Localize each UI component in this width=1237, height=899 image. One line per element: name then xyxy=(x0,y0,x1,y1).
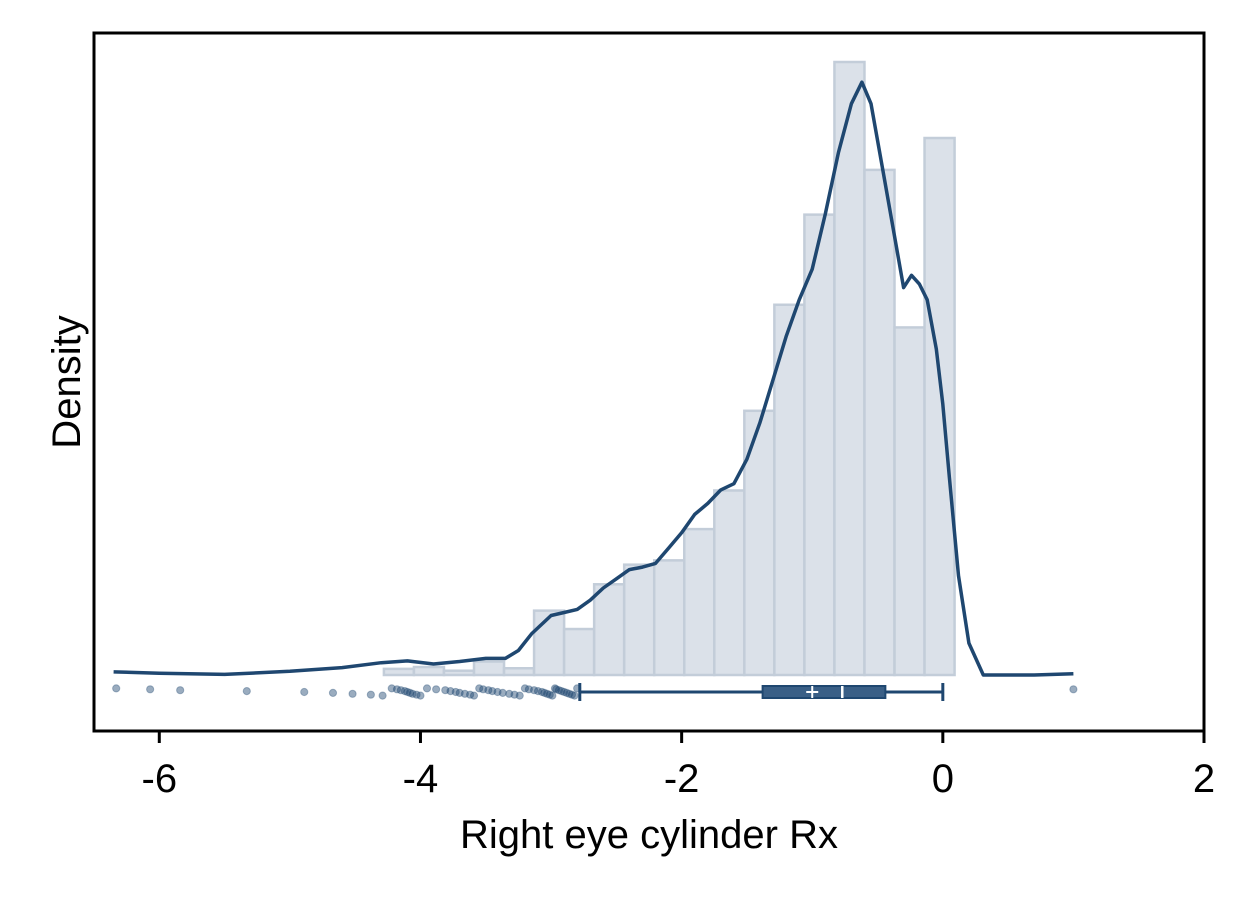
y-axis-title: Density xyxy=(45,315,89,448)
histogram-bar xyxy=(592,583,626,677)
x-axis-title: Right eye cylinder Rx xyxy=(460,813,838,857)
strip-point xyxy=(451,687,460,697)
plot-frame xyxy=(92,31,1206,733)
strip-point xyxy=(392,685,402,694)
strip-points xyxy=(112,684,1078,700)
strip-point xyxy=(387,684,396,693)
strip-point xyxy=(403,687,412,697)
strip-point xyxy=(565,689,574,698)
strip-point xyxy=(570,691,579,700)
strip-point xyxy=(422,684,432,693)
strip-point xyxy=(469,691,479,700)
strip-point xyxy=(560,687,569,697)
strip-point xyxy=(378,691,387,700)
histogram-bar xyxy=(773,303,806,677)
x-axis-ticks: -6 -4 -2 0 2 xyxy=(142,731,1215,801)
histogram-bar xyxy=(562,627,596,677)
histogram-bar xyxy=(803,213,836,677)
strip-point xyxy=(510,690,519,699)
histogram-bar xyxy=(863,168,896,677)
strip-point xyxy=(545,690,554,699)
strip-point xyxy=(484,686,493,695)
strip-point xyxy=(408,689,417,698)
strip-point xyxy=(562,688,571,698)
x-tick-label: 0 xyxy=(932,757,954,801)
strip-point xyxy=(112,684,121,693)
strip-point xyxy=(520,684,530,693)
strip-point xyxy=(455,688,464,698)
strip-point xyxy=(396,686,405,695)
histogram-bar xyxy=(442,669,476,677)
strip-point xyxy=(1069,685,1078,694)
histogram-bar xyxy=(622,563,656,677)
strip-point xyxy=(400,687,409,696)
strip-point xyxy=(537,687,547,697)
strip-point xyxy=(416,691,425,700)
histogram-bar xyxy=(893,326,926,677)
strip-point xyxy=(554,686,563,695)
histogram-bars xyxy=(382,60,956,677)
strip-point xyxy=(412,690,421,699)
strip-point xyxy=(488,687,497,696)
strip-point xyxy=(441,686,450,695)
x-tick-label: -4 xyxy=(403,757,439,801)
strip-point xyxy=(300,687,309,697)
x-tick-label: -2 xyxy=(664,757,700,801)
strip-point xyxy=(543,689,552,698)
histogram-bar xyxy=(683,527,716,677)
strip-point xyxy=(524,685,533,694)
strip-point xyxy=(529,686,539,695)
strip-point xyxy=(540,688,549,698)
strip-point xyxy=(533,687,543,696)
strip-point xyxy=(475,684,484,693)
x-tick-label: -6 xyxy=(142,757,178,801)
histogram-bar xyxy=(713,489,746,677)
histogram-bar xyxy=(923,136,956,677)
histogram-bar xyxy=(382,667,416,677)
strip-point xyxy=(446,687,455,696)
strip-point xyxy=(552,685,561,694)
strip-point xyxy=(550,684,560,693)
strip-point xyxy=(515,691,524,700)
strip-point xyxy=(557,687,566,696)
strip-point xyxy=(548,691,557,700)
histogram-bar xyxy=(652,559,686,677)
strip-point xyxy=(567,690,577,699)
x-tick-label: 2 xyxy=(1193,757,1215,801)
strip-point xyxy=(242,687,251,696)
histogram-bar xyxy=(502,667,536,677)
strip-point xyxy=(405,688,415,698)
strip-point xyxy=(146,685,155,694)
strip-point xyxy=(498,688,507,698)
boxplot xyxy=(578,683,945,701)
strip-point xyxy=(493,687,502,697)
strip-point xyxy=(505,689,514,698)
strip-point xyxy=(176,686,185,695)
strip-point xyxy=(460,689,469,698)
strip-point xyxy=(366,690,375,699)
density-curve xyxy=(113,80,1074,677)
strip-point xyxy=(479,685,488,694)
histogram-bar xyxy=(412,665,446,677)
strip-point xyxy=(432,685,441,694)
strip-point xyxy=(328,688,338,698)
histogram-bar xyxy=(472,660,506,677)
histogram-bar xyxy=(532,609,566,677)
box-iqr xyxy=(761,685,887,699)
strip-point xyxy=(465,690,475,699)
strip-point xyxy=(348,689,357,698)
